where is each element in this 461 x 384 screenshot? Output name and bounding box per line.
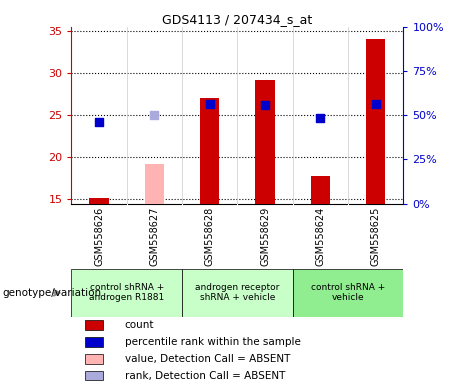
Title: GDS4113 / 207434_s_at: GDS4113 / 207434_s_at [162,13,313,26]
Bar [89,198,109,204]
Text: GSM558625: GSM558625 [371,207,381,266]
Bar [311,176,330,204]
Text: count: count [124,320,154,330]
Text: percentile rank within the sample: percentile rank within the sample [124,337,301,347]
Point [317,115,324,121]
Text: genotype/variation: genotype/variation [2,288,101,298]
Text: androgen receptor
shRNA + vehicle: androgen receptor shRNA + vehicle [195,283,280,303]
Bar [85,337,103,347]
Point [261,102,269,108]
Point [151,112,158,118]
Bar [71,269,182,317]
Bar [366,40,385,204]
Point [372,101,379,108]
Text: GSM558629: GSM558629 [260,207,270,266]
Bar [145,164,164,204]
Bar [182,269,293,317]
Text: value, Detection Call = ABSENT: value, Detection Call = ABSENT [124,354,290,364]
Bar [85,371,103,380]
Text: rank, Detection Call = ABSENT: rank, Detection Call = ABSENT [124,371,285,381]
Text: control shRNA +
vehicle: control shRNA + vehicle [311,283,385,303]
Bar [85,321,103,330]
Bar [85,354,103,364]
Text: control shRNA +
androgen R1881: control shRNA + androgen R1881 [89,283,165,303]
Text: GSM558624: GSM558624 [315,207,325,266]
Text: GSM558626: GSM558626 [94,207,104,266]
Bar [293,269,403,317]
Bar [255,80,275,204]
Text: GSM558628: GSM558628 [205,207,215,266]
Point [95,119,103,125]
Point [206,101,213,108]
Bar [200,98,219,204]
Text: GSM558627: GSM558627 [149,207,160,266]
